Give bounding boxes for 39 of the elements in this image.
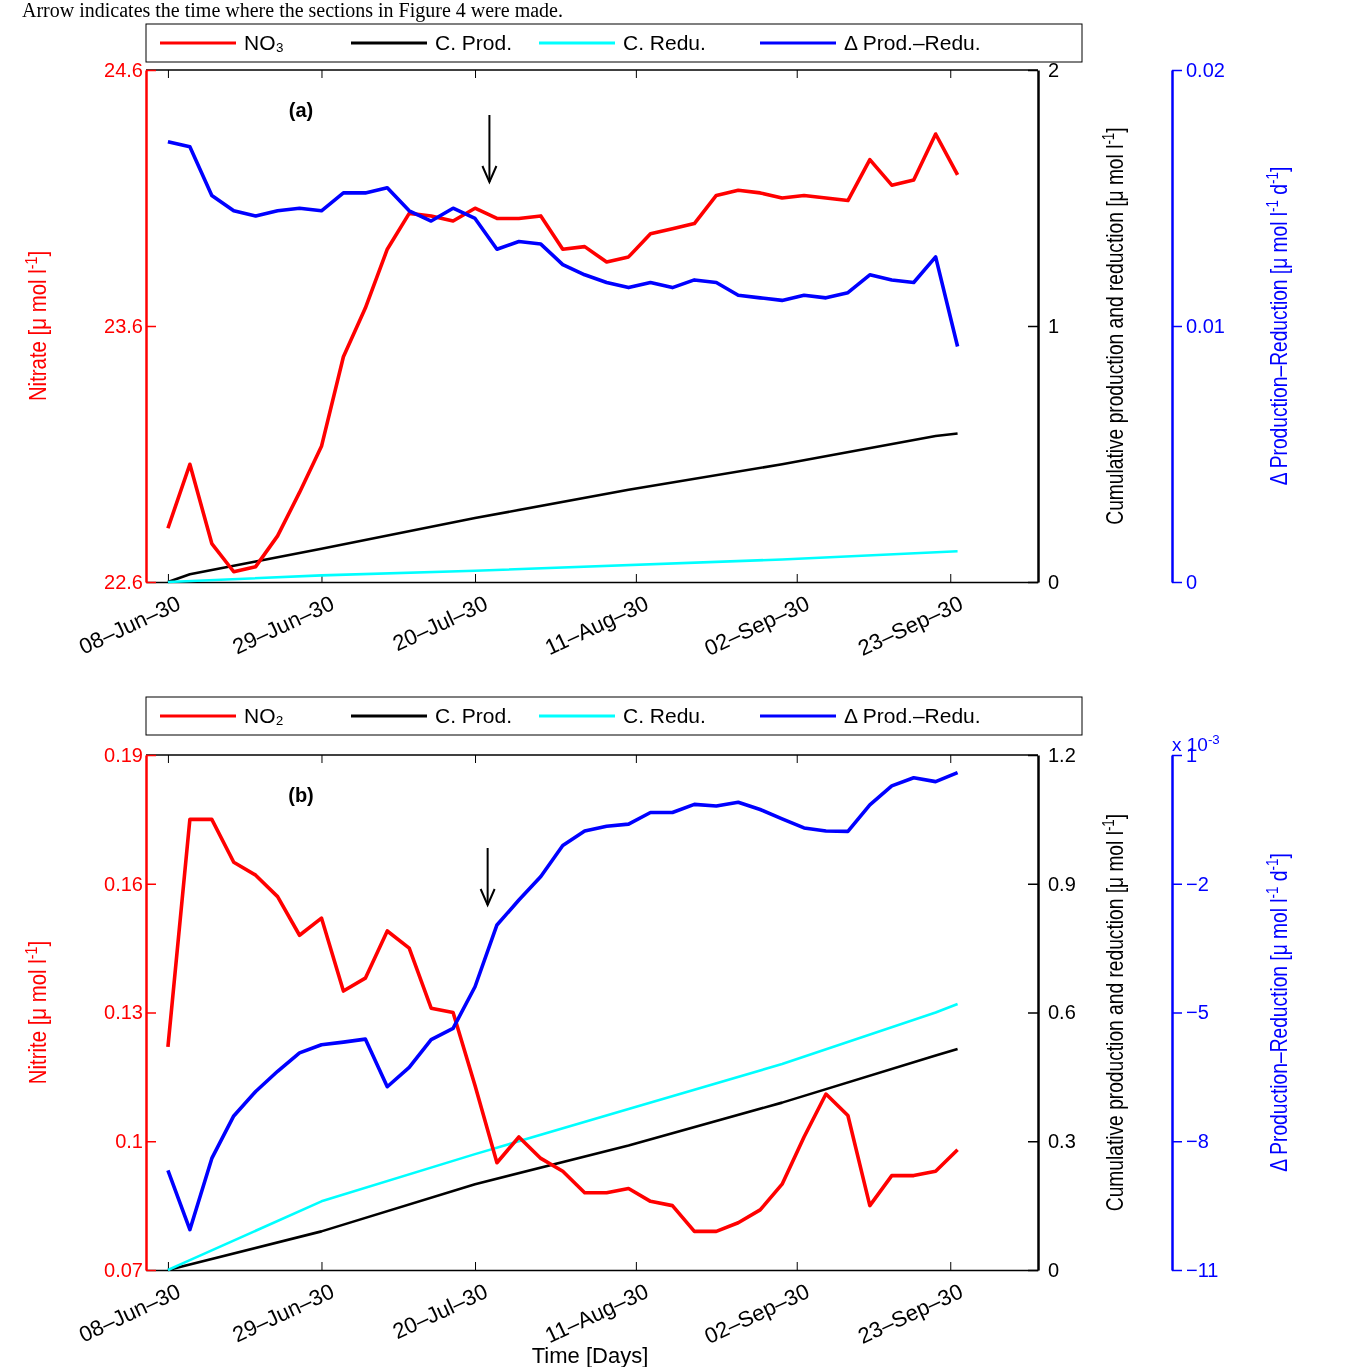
y-tick-label: 0.1: [115, 1130, 143, 1153]
y2-tick-label: 0.9: [1048, 872, 1076, 895]
legend-label: NO₃: [244, 31, 285, 54]
y2-tick-label: 2: [1048, 58, 1060, 81]
y2-tick-label: 1: [1048, 314, 1060, 337]
y3-tick-label: −5: [1186, 1001, 1209, 1024]
line-series: [166, 1002, 959, 1272]
text: (a): [288, 99, 314, 121]
y3-tick-label: −11: [1186, 1258, 1219, 1281]
legend-label: C. Prod.: [435, 31, 513, 54]
y-tick-label: 0.19: [104, 743, 143, 766]
legend-label: NO₂: [244, 704, 284, 727]
y2-tick-label: 1.2: [1048, 743, 1076, 766]
y3-tick-label: −8: [1186, 1130, 1209, 1153]
x-axis-title: Time [Days]: [531, 1343, 649, 1367]
y-tick-label: 0.13: [104, 1001, 143, 1024]
legend-label: Δ Prod.–Redu.: [844, 31, 981, 54]
legend-label: C. Redu.: [623, 704, 706, 727]
y3-tick-label: −2: [1186, 872, 1209, 895]
y3-tick-label: 0.01: [1186, 314, 1225, 337]
y-tick-label: 0.16: [104, 872, 143, 895]
line-series: [166, 139, 960, 349]
y3-tick-label: 0: [1186, 570, 1198, 593]
y2-tick-label: 0.3: [1048, 1130, 1076, 1153]
legend-label: C. Prod.: [435, 704, 513, 727]
line-series: [166, 132, 960, 574]
y-tick-label: 24.6: [104, 58, 143, 81]
text: (b): [288, 784, 314, 806]
legend-label: C. Redu.: [623, 31, 706, 54]
y2-tick-label: 0: [1048, 1258, 1060, 1281]
y-tick-label: 23.6: [104, 314, 143, 337]
line-series: [166, 549, 959, 584]
legend-label: Δ Prod.–Redu.: [844, 704, 981, 727]
y-tick-label: 0.07: [104, 1258, 143, 1281]
y3-tick-label: 0.02: [1186, 58, 1225, 81]
y2-tick-label: 0: [1048, 570, 1060, 593]
chart-subtitle: Arrow indicates the time where the sections in Figure 4 were made.: [22, 0, 563, 22]
y-tick-label: 22.6: [104, 570, 143, 593]
y2-tick-label: 0.6: [1048, 1001, 1076, 1024]
